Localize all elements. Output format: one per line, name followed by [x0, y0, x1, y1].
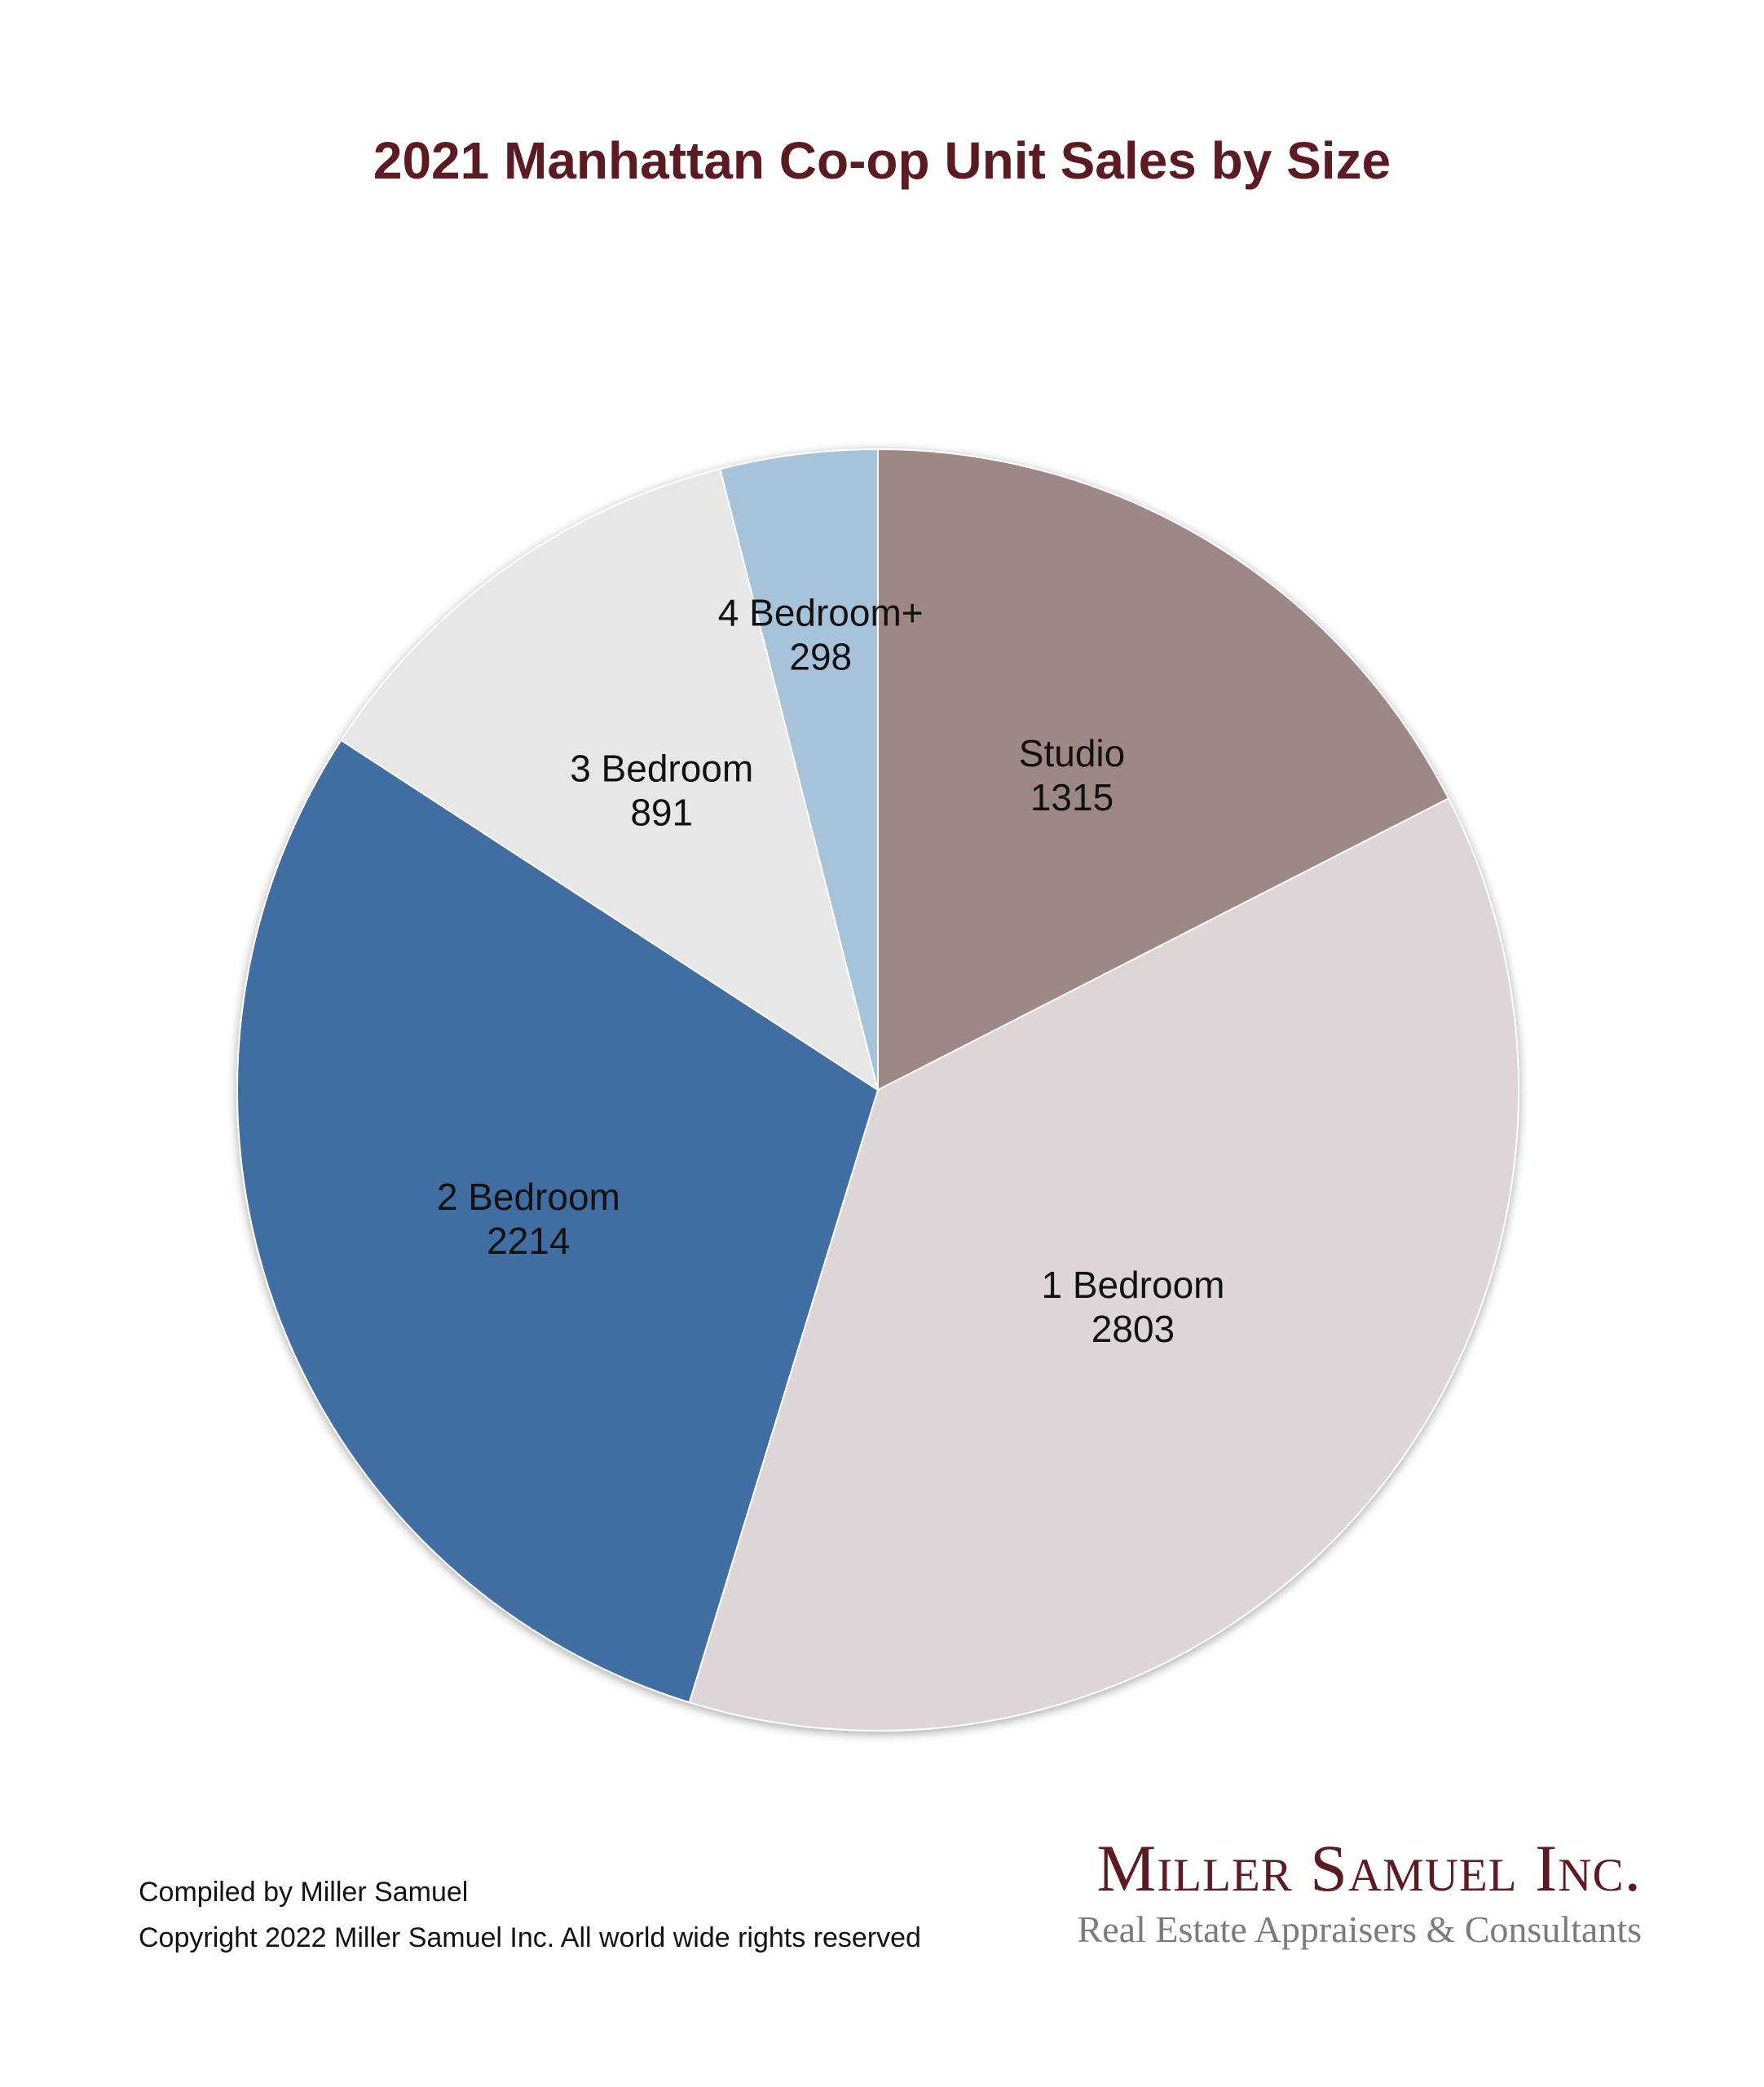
pie-slice-2-bedroom: [236, 739, 880, 1704]
footer-compiled: Compiled by Miller Samuel: [139, 1877, 469, 1908]
slice-label-3-bedroom: 3 Bedroom: [570, 747, 753, 789]
pie-slices: [236, 448, 1519, 1732]
slice-label-studio: Studio: [1019, 732, 1125, 774]
slice-value-1-bedroom: 2803: [1091, 1308, 1175, 1350]
slice-label-2-bedroom: 2 Bedroom: [437, 1176, 620, 1218]
slice-value-3-bedroom: 891: [630, 791, 693, 833]
chart-title: 2021 Manhattan Co-op Unit Sales by Size: [373, 131, 1391, 190]
brand-logo-name: Miller Samuel Inc.: [1096, 1831, 1642, 1905]
pie-slice-1-bedroom: [688, 797, 1519, 1732]
footer-copyright: Copyright 2022 Miller Samuel Inc. All wo…: [139, 1922, 921, 1953]
slice-value-studio: 1315: [1030, 776, 1114, 818]
pie-slice-3-bedroom: [340, 468, 880, 1092]
pie-slice-studio: [877, 448, 1450, 1092]
slice-value-4-bedroom: 298: [789, 635, 852, 677]
slice-value-2-bedroom: 2214: [487, 1220, 570, 1262]
brand-logo-tagline: Real Estate Appraisers & Consultants: [1077, 1908, 1642, 1950]
slice-label-1-bedroom: 1 Bedroom: [1041, 1264, 1224, 1306]
pie-slice-4-bedroom: [719, 448, 879, 1091]
slice-label-4-bedroom: 4 Bedroom+: [718, 591, 924, 633]
